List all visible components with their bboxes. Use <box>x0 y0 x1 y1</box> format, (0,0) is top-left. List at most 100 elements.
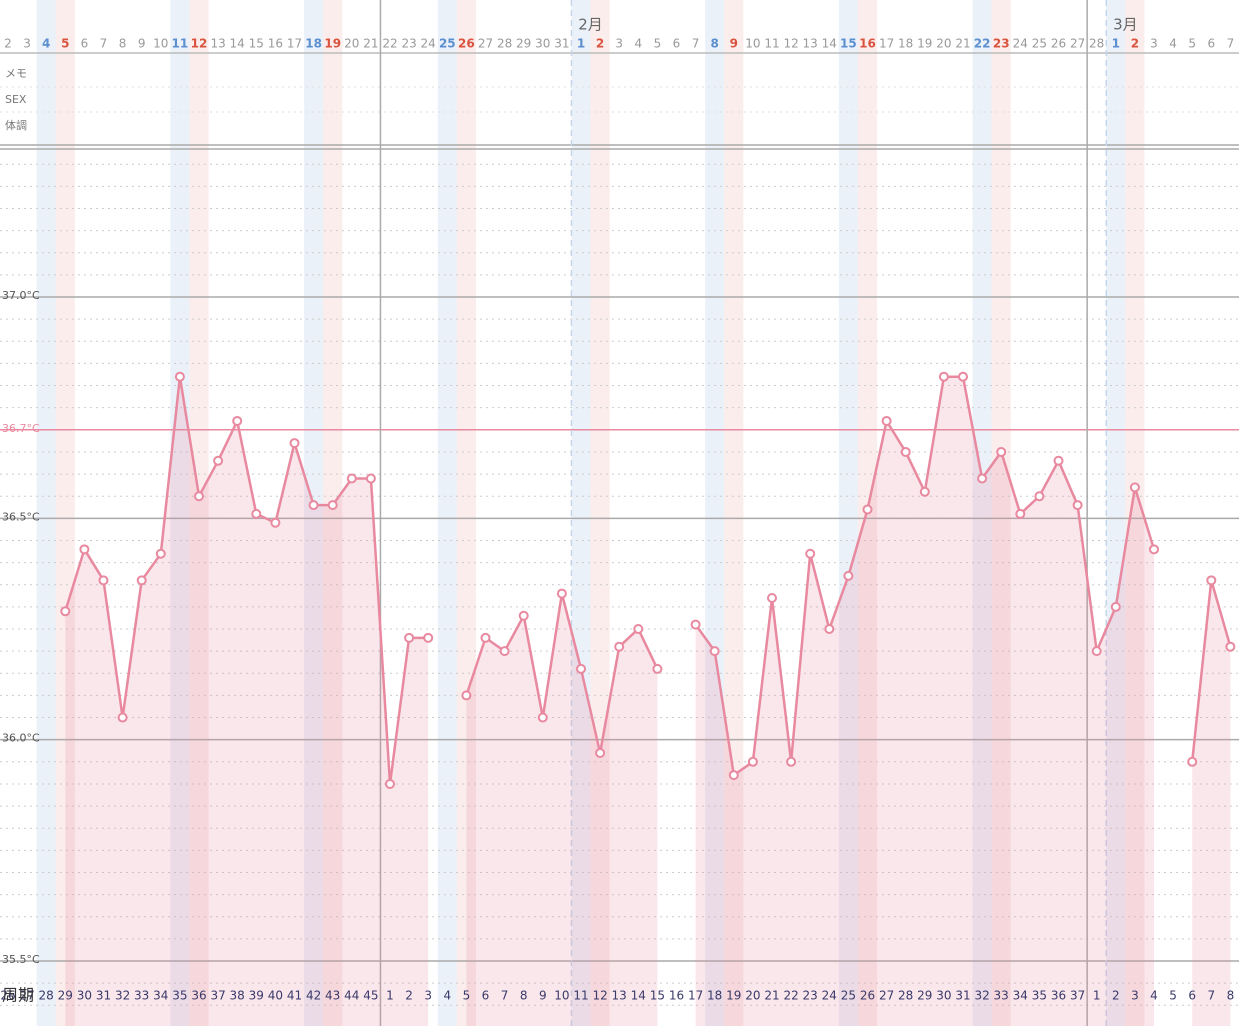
month-label: 2月 <box>578 16 603 34</box>
date-label: 3 <box>1150 37 1158 51</box>
date-label: 13 <box>210 37 225 51</box>
date-label: 18 <box>305 37 322 51</box>
cycle-day-label: 27 <box>879 989 894 1003</box>
date-label: 21 <box>363 37 378 51</box>
date-label: 4 <box>1169 37 1177 51</box>
date-label: 25 <box>439 37 456 51</box>
cycle-day-label: 13 <box>612 989 627 1003</box>
date-label: 22 <box>382 37 397 51</box>
date-label: 9 <box>138 37 146 51</box>
date-label: 14 <box>230 37 245 51</box>
cycle-day-label: 43 <box>325 989 340 1003</box>
point <box>289 438 300 449</box>
date-label: 4 <box>634 37 642 51</box>
date-label: 15 <box>840 37 857 51</box>
date-label: 26 <box>1051 37 1066 51</box>
cycle-day-label: 12 <box>592 989 607 1003</box>
cycle-day-label: 26 <box>860 989 875 1003</box>
cycle-day-label: 39 <box>249 989 264 1003</box>
cycle-day-label: 42 <box>306 989 321 1003</box>
point <box>232 415 243 426</box>
cycle-day-label: 29 <box>58 989 73 1003</box>
point <box>365 473 376 484</box>
cycle-day-label: 33 <box>994 989 1009 1003</box>
point <box>824 624 835 635</box>
cycle-day-label: 17 <box>688 989 703 1003</box>
cycle-day-label: 31 <box>955 989 970 1003</box>
point <box>60 606 71 617</box>
date-label: 2 <box>1131 37 1139 51</box>
point <box>1015 508 1026 519</box>
cycle-day-label: 7 <box>1207 989 1215 1003</box>
point <box>900 446 911 457</box>
date-label: 7 <box>1227 37 1235 51</box>
date-label: 6 <box>673 37 681 51</box>
date-label: 11 <box>764 37 779 51</box>
point <box>977 473 988 484</box>
cycle-day-label: 35 <box>172 989 187 1003</box>
point <box>1053 455 1064 466</box>
point <box>576 663 586 674</box>
y-tick-label: 36.5°C <box>2 510 40 523</box>
cycle-day-label: 26 <box>0 989 15 1003</box>
point <box>174 371 185 382</box>
cycle-day-label: 33 <box>134 989 149 1003</box>
point <box>327 500 338 511</box>
y-tick-label: 36.0°C <box>2 732 40 745</box>
point <box>747 756 758 767</box>
point <box>862 504 873 515</box>
saturday-stripe <box>838 0 858 1026</box>
point <box>728 770 739 781</box>
cycle-day-label: 7 <box>501 989 509 1003</box>
point <box>1034 491 1045 502</box>
point <box>308 500 319 511</box>
cycle-day-label: 8 <box>520 989 528 1003</box>
cycle-day-label: 11 <box>573 989 588 1003</box>
saturday-stripe <box>705 0 725 1026</box>
date-label: 22 <box>974 37 991 51</box>
date-label: 19 <box>324 37 341 51</box>
cycle-day-label: 3 <box>424 989 432 1003</box>
point <box>117 712 128 723</box>
point <box>767 593 777 604</box>
cycle-day-label: 8 <box>1227 989 1235 1003</box>
date-label: 10 <box>153 37 168 51</box>
point <box>1091 646 1102 657</box>
date-label: 21 <box>955 37 970 51</box>
date-label: 29 <box>516 37 531 51</box>
point <box>709 646 720 657</box>
cycle-day-label: 14 <box>631 989 646 1003</box>
y-tick-label: 35.5°C <box>2 953 40 966</box>
cycle-day-label: 10 <box>554 989 569 1003</box>
date-label: 28 <box>1089 37 1104 51</box>
cycle-day-label: 1 <box>1093 989 1101 1003</box>
cycle-day-label: 5 <box>1169 989 1177 1003</box>
point <box>690 619 701 630</box>
date-label: 17 <box>879 37 894 51</box>
date-label: 23 <box>993 37 1010 51</box>
cycle-day-label: 40 <box>268 989 283 1003</box>
cycle-day-label: 18 <box>707 989 722 1003</box>
point <box>633 624 644 635</box>
point <box>404 632 415 643</box>
row-label: メモ <box>5 67 27 80</box>
date-label: 24 <box>1013 37 1028 51</box>
point <box>1129 482 1140 493</box>
cycle-day-label: 5 <box>463 989 471 1003</box>
date-label: 6 <box>81 37 89 51</box>
point <box>270 517 281 528</box>
date-label: 11 <box>172 37 189 51</box>
sunday-stripe <box>724 0 744 1026</box>
point <box>98 575 109 586</box>
cycle-day-label: 6 <box>1188 989 1196 1003</box>
sunday-stripe <box>55 0 75 1026</box>
point <box>346 473 357 484</box>
date-label: 20 <box>936 37 951 51</box>
point <box>1206 575 1217 586</box>
sunday-stripe <box>456 0 476 1026</box>
date-label: 8 <box>711 37 719 51</box>
saturday-stripe <box>170 0 190 1026</box>
saturday-stripe <box>437 0 457 1026</box>
point <box>213 455 224 466</box>
